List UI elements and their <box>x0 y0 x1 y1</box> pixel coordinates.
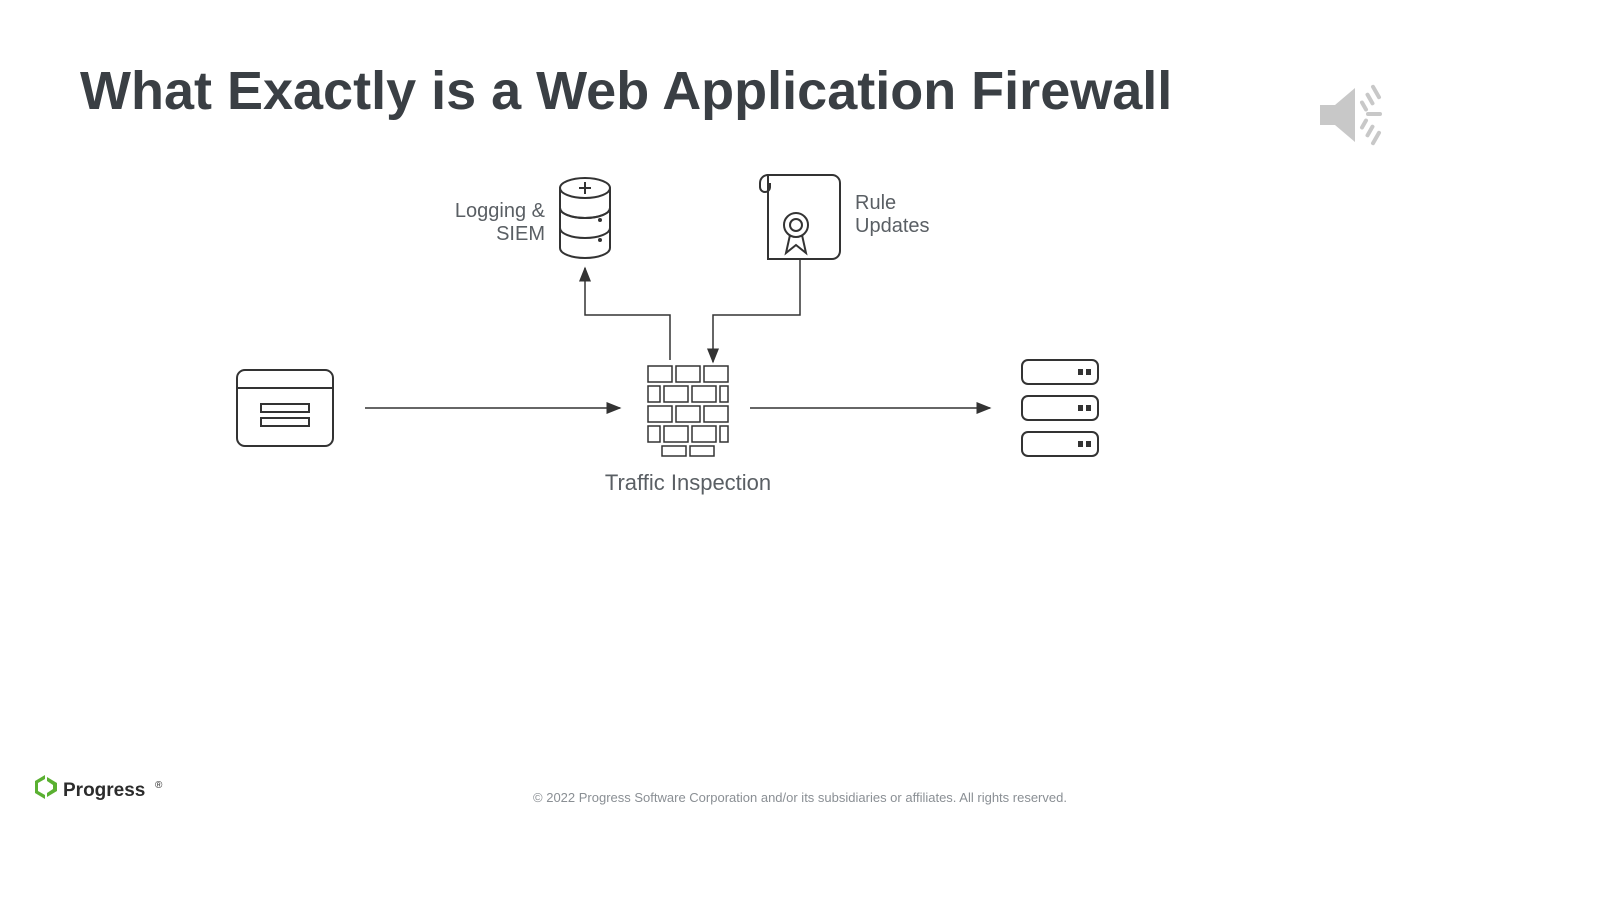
traffic-label: Traffic Inspection <box>588 470 788 496</box>
logging-label-1: Logging & <box>455 200 545 222</box>
svg-text:®: ® <box>155 780 163 791</box>
database-icon <box>560 178 610 258</box>
waf-diagram: Logging & SIEM Rule Updates Traffic Insp… <box>0 160 1600 660</box>
slide-title: What Exactly is a Web Application Firewa… <box>80 60 1172 122</box>
edge-certificate-firewall <box>713 260 800 362</box>
speaker-icon <box>1310 70 1400 160</box>
svg-text:Progress: Progress <box>63 780 145 801</box>
browser-icon <box>237 370 333 446</box>
logging-label-2: SIEM <box>496 223 545 245</box>
servers-icon <box>1022 360 1098 456</box>
progress-logo: Progress ® <box>35 775 165 810</box>
rule-label-1: Rule <box>855 192 896 214</box>
firewall-icon <box>648 366 728 456</box>
copyright-text: © 2022 Progress Software Corporation and… <box>533 790 1067 805</box>
rule-label-2: Updates <box>855 215 930 237</box>
certificate-icon <box>760 175 840 259</box>
edge-firewall-database <box>585 268 670 360</box>
